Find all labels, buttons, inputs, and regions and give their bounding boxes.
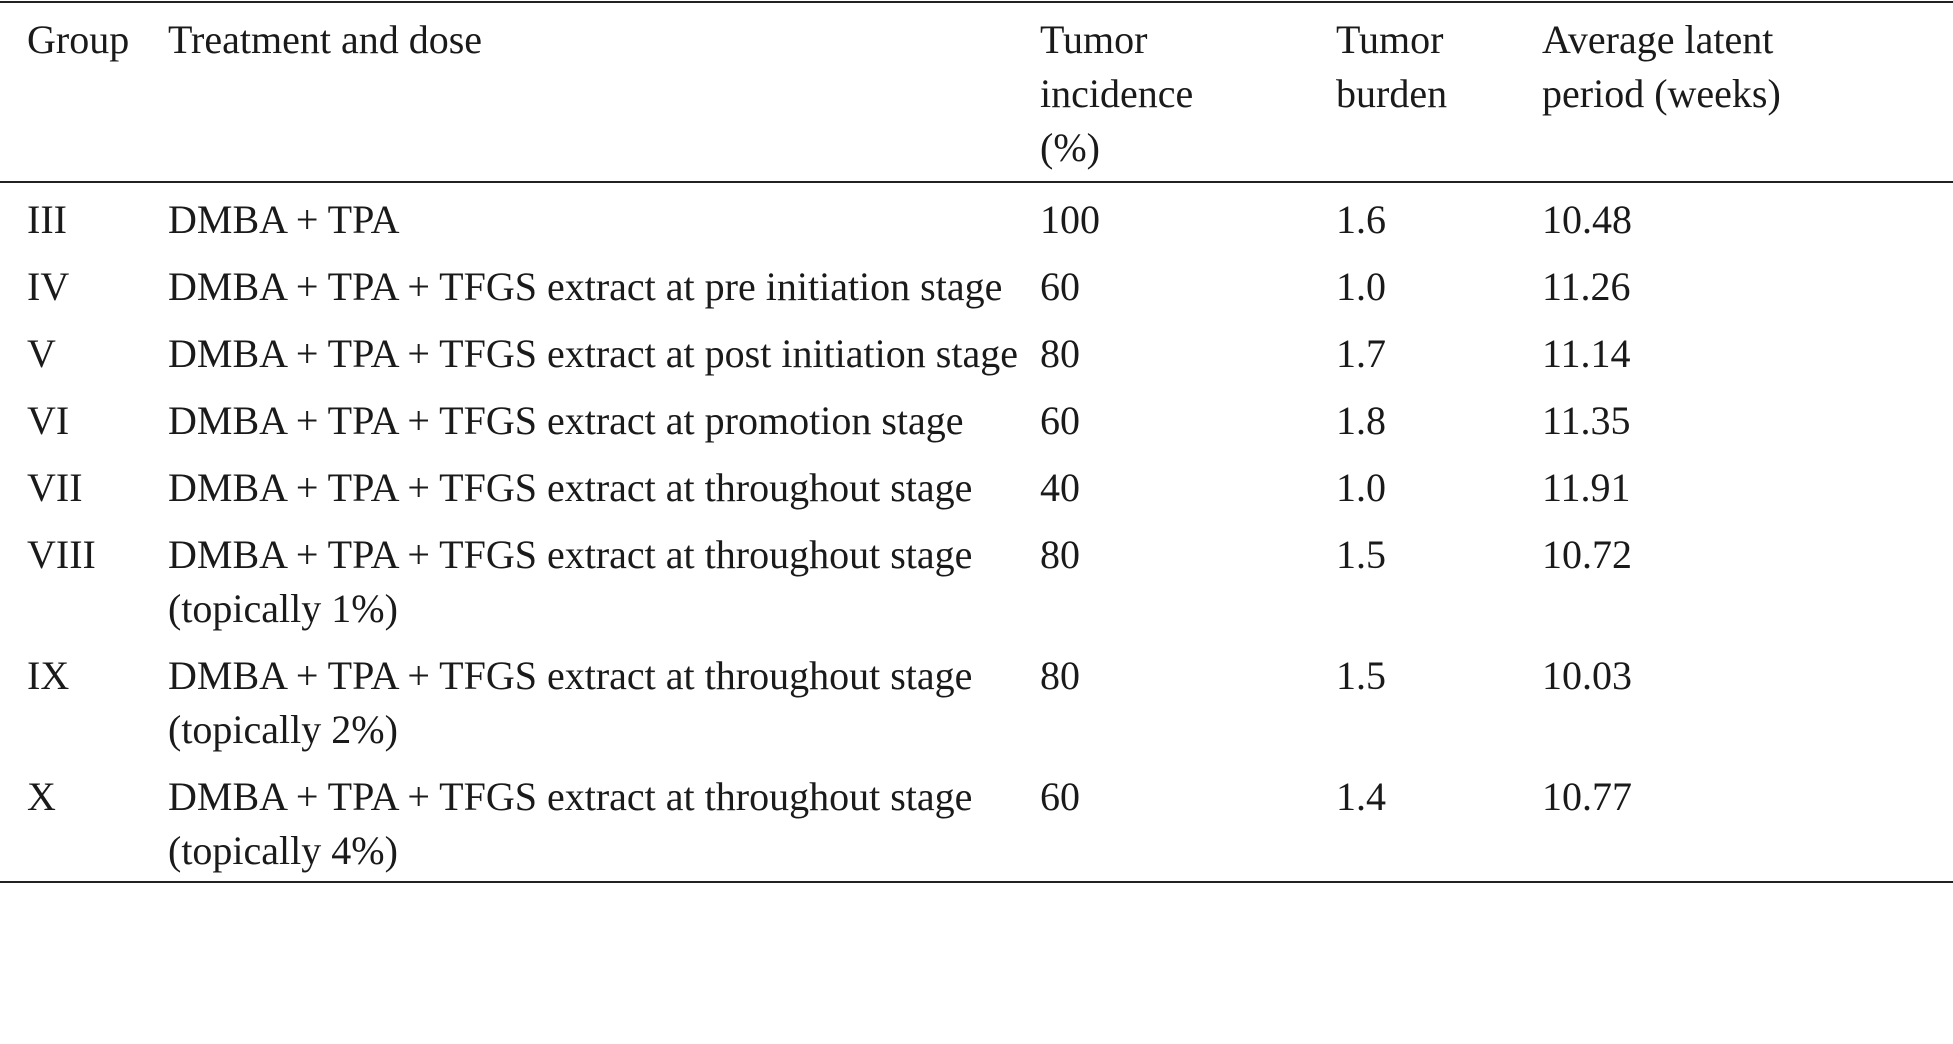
column-header-text: Tumor burden: [1336, 17, 1448, 116]
table-cell: DMBA + TPA + TFGS extract at throughout …: [168, 465, 973, 510]
table-row: X DMBA + TPA + TFGS extract at throughout…: [0, 760, 1953, 882]
table-row: IX DMBA + TPA + TFGS extract at throughou…: [0, 639, 1953, 760]
table-cell: 1.6: [1336, 197, 1386, 242]
table-cell: 80: [1040, 653, 1080, 698]
column-header: Tumor incidence (%): [1040, 2, 1336, 182]
table-row: III DMBA + TPA 100 1.6 10.48: [0, 182, 1953, 250]
table-cell: DMBA + TPA + TFGS extract at pre initiat…: [168, 264, 1003, 309]
table-cell: 11.26: [1542, 264, 1631, 309]
table-cell: DMBA + TPA + TFGS extract at throughout …: [168, 532, 973, 631]
table-cell: 60: [1040, 264, 1080, 309]
table-header: Group Treatment and dose Tumor incidence (…: [0, 2, 1953, 182]
table-cell: 10.48: [1542, 197, 1632, 242]
table-cell: DMBA + TPA + TFGS extract at throughout …: [168, 653, 973, 752]
column-header: Tumor burden: [1336, 2, 1542, 182]
table-cell: 100: [1040, 197, 1100, 242]
table-row: VIII DMBA + TPA + TFGS extract at through…: [0, 518, 1953, 639]
table-cell: 60: [1040, 774, 1080, 819]
table-cell: 10.72: [1542, 532, 1632, 577]
table-cell: 11.14: [1542, 331, 1631, 376]
table-cell: 1.4: [1336, 774, 1386, 819]
table-cell: VII: [27, 465, 83, 510]
column-header-text: Tumor incidence (%): [1040, 17, 1194, 170]
results-table: Group Treatment and dose Tumor incidence (…: [0, 1, 1953, 883]
table-cell: IV: [27, 264, 70, 309]
column-header: Group: [27, 17, 130, 62]
table-cell: 1.0: [1336, 264, 1386, 309]
table-row: VII DMBA + TPA + TFGS extract at througho…: [0, 451, 1953, 518]
table-cell: DMBA + TPA + TFGS extract at promotion s…: [168, 398, 964, 443]
table-cell: III: [27, 197, 67, 242]
table-cell: 1.5: [1336, 532, 1386, 577]
table-cell: IX: [27, 653, 70, 698]
table-cell: V: [27, 331, 56, 376]
table-cell: 80: [1040, 532, 1080, 577]
table-cell: 11.91: [1542, 465, 1631, 510]
table-row: VI DMBA + TPA + TFGS extract at promotion…: [0, 384, 1953, 451]
table-cell: DMBA + TPA + TFGS extract at post initia…: [168, 331, 1018, 376]
column-header: Average latent period (weeks): [1542, 2, 1953, 182]
table-body: III DMBA + TPA 100 1.6 10.48 IV DMBA + TPA + T…: [0, 182, 1953, 882]
table-cell: 60: [1040, 398, 1080, 443]
table-cell: 40: [1040, 465, 1080, 510]
table-cell: 80: [1040, 331, 1080, 376]
column-header-text: Average latent period (weeks): [1542, 17, 1781, 116]
table-row: V DMBA + TPA + TFGS extract at post initi…: [0, 317, 1953, 384]
column-header: Treatment and dose: [168, 17, 483, 62]
table-cell: 1.8: [1336, 398, 1386, 443]
table-cell: 1.5: [1336, 653, 1386, 698]
table-row: IV DMBA + TPA + TFGS extract at pre initi…: [0, 250, 1953, 317]
header-row: Group Treatment and dose Tumor incidence (…: [0, 2, 1953, 182]
table-cell: 11.35: [1542, 398, 1631, 443]
table-cell: VI: [27, 398, 70, 443]
table-cell: 1.7: [1336, 331, 1386, 376]
table-cell: 1.0: [1336, 465, 1386, 510]
table-cell: 10.77: [1542, 774, 1632, 819]
table-cell: 10.03: [1542, 653, 1632, 698]
table-cell: VIII: [27, 532, 96, 577]
table-cell: DMBA + TPA + TFGS extract at throughout …: [168, 774, 973, 873]
table-cell: DMBA + TPA: [168, 197, 400, 242]
table-cell: X: [27, 774, 56, 819]
